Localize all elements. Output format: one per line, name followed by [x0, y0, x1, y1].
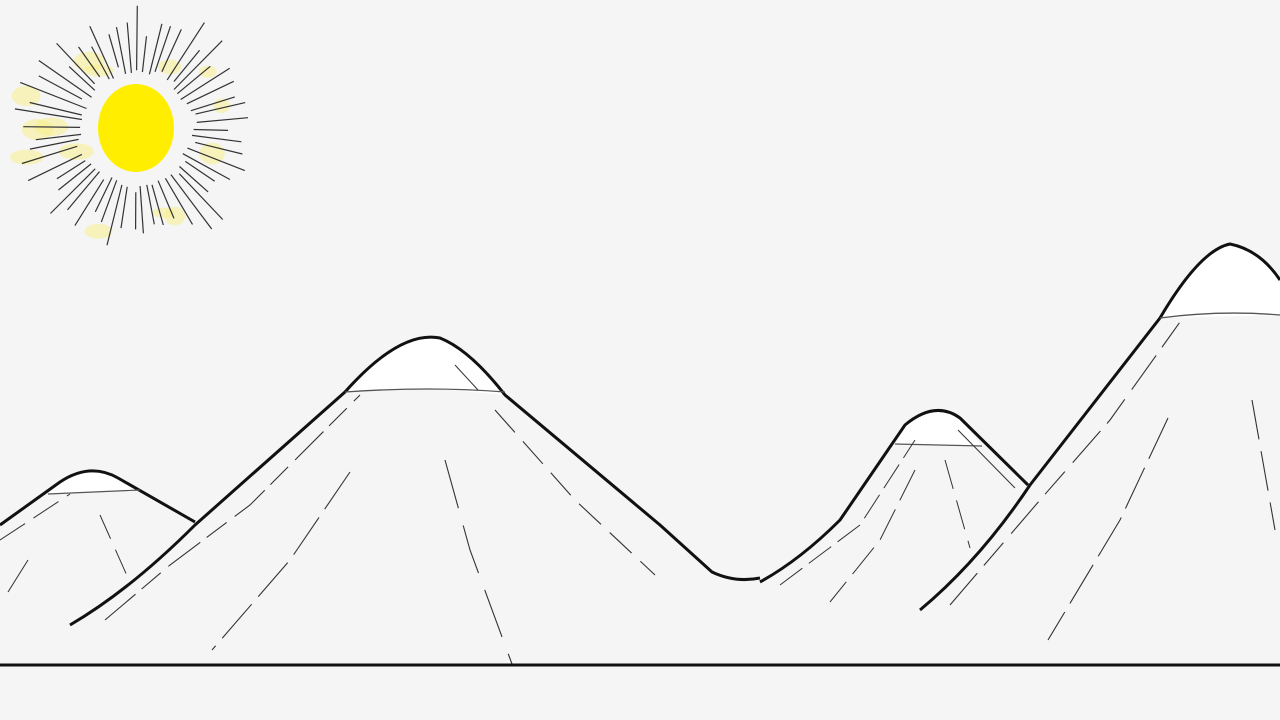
sun-ray: [100, 180, 118, 223]
sun-ray: [182, 153, 231, 181]
sun-ray: [14, 108, 82, 121]
sun-ray: [136, 5, 138, 71]
sun-ray: [179, 166, 209, 193]
sun-ray: [56, 42, 96, 85]
sun-ray: [56, 160, 86, 180]
sun-glow-spot: [11, 86, 41, 106]
sun-ray: [186, 80, 235, 105]
sun-glow-spot: [84, 223, 113, 239]
sun-ray: [161, 29, 182, 72]
sun-ray: [27, 153, 83, 182]
snow-cap: [345, 337, 505, 395]
sun-ray: [176, 65, 211, 95]
sun-ray: [191, 134, 242, 143]
sun-ray: [29, 101, 82, 116]
sun-ray: [173, 49, 201, 82]
sun-ray: [89, 26, 115, 79]
sun-ray: [126, 22, 132, 73]
sun-group: [9, 5, 249, 246]
mountain-far-right: [919, 242, 1280, 665]
sun-ray: [154, 26, 172, 72]
sun-ray: [29, 138, 79, 150]
sun-ray: [74, 179, 105, 226]
sun-glow-spot: [164, 206, 186, 226]
sun-glow: [9, 51, 230, 239]
sun-glow-spot: [9, 149, 44, 165]
sun-ray: [106, 184, 123, 246]
sun-ray: [170, 174, 213, 230]
sun-ray: [196, 117, 249, 123]
sun-ray: [195, 141, 243, 155]
sun-glow-spot: [58, 143, 94, 160]
sun-ray: [195, 102, 246, 115]
sun-ray: [141, 36, 148, 73]
sun-glow-spot: [198, 65, 217, 78]
sun-ray: [23, 126, 81, 128]
snow-cap: [1160, 244, 1280, 318]
sun-ray: [38, 60, 92, 98]
sun-ray: [94, 177, 113, 213]
sun-ray: [190, 96, 235, 112]
sun-glow-spot: [158, 59, 182, 75]
sun-ray: [38, 75, 83, 100]
sun-ray: [180, 67, 231, 101]
mountain-far-left: [0, 469, 196, 620]
sun-ray: [19, 81, 87, 110]
sun-ray: [120, 186, 128, 229]
sun-ray: [178, 173, 224, 220]
sun-ray: [151, 184, 164, 226]
sun-ray: [139, 186, 144, 234]
sun-ray: [35, 133, 82, 141]
sun-ray: [157, 180, 175, 219]
sun-ray: [166, 22, 205, 81]
sun-ray: [115, 26, 127, 75]
sun-ray: [108, 34, 119, 68]
sun-ray: [184, 160, 216, 182]
sun-ray: [68, 66, 96, 91]
sun-icon: [98, 84, 174, 172]
sun-ray: [21, 145, 78, 165]
sun-ray: [164, 177, 194, 225]
sun-ray: [67, 171, 100, 211]
sun-ray: [91, 46, 110, 80]
mountain-right-small: [759, 408, 1030, 610]
sun-ray: [187, 147, 246, 172]
sun-ray: [148, 23, 163, 75]
sun-ray: [146, 184, 155, 225]
sun-ray: [49, 168, 96, 214]
sun-rays: [14, 5, 249, 246]
sun-ray: [193, 128, 229, 131]
sun-ray: [173, 40, 223, 90]
sun-ray: [78, 46, 101, 78]
mountain-center: [69, 335, 761, 665]
sun-ray: [58, 163, 92, 191]
